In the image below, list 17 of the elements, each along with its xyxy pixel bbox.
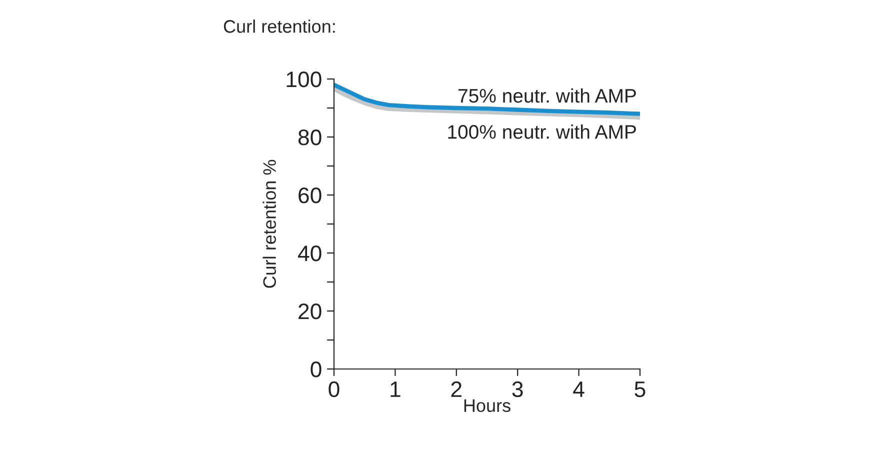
x-tick-label: 3 — [512, 381, 523, 398]
y-tick-label: 0 — [310, 362, 322, 378]
x-tick-label: 2 — [451, 381, 462, 397]
y-tick-label: 60 — [298, 188, 322, 204]
series-label: 75% neutr. with AMP — [458, 88, 636, 103]
x-tick-label: 4 — [573, 382, 584, 397]
series-label: 100% neutr. with AMP — [448, 124, 636, 139]
y-tick-label: 20 — [298, 304, 322, 320]
y-axis-title: Curl retention % — [262, 160, 276, 288]
x-tick-label: 5 — [634, 382, 646, 398]
x-axis-title: Hours — [464, 399, 510, 412]
x-tick-label: 1 — [390, 382, 400, 397]
y-tick-label: 80 — [298, 130, 322, 146]
x-tick-label: 0 — [328, 381, 340, 398]
y-tick-label: 100 — [286, 72, 322, 88]
chart-title: Curl retention: — [224, 20, 335, 33]
y-tick-label: 40 — [298, 246, 322, 262]
